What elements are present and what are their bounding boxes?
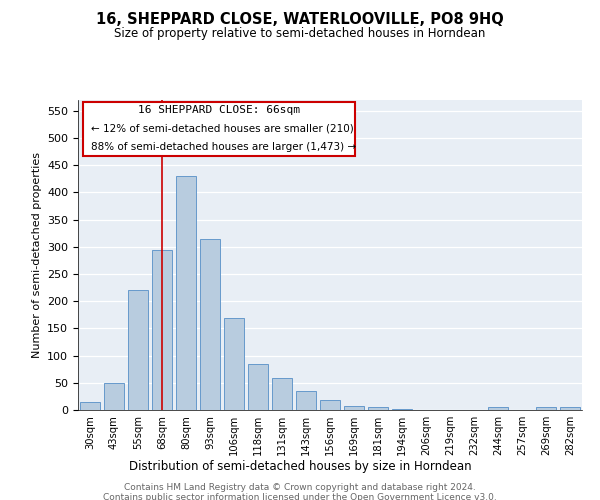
Bar bbox=[368, 406, 388, 410]
Bar bbox=[104, 383, 124, 410]
Bar bbox=[200, 238, 220, 410]
Text: 16 SHEPPARD CLOSE: 66sqm: 16 SHEPPARD CLOSE: 66sqm bbox=[138, 106, 300, 116]
Text: ← 12% of semi-detached houses are smaller (210): ← 12% of semi-detached houses are smalle… bbox=[91, 124, 353, 134]
Bar bbox=[224, 318, 244, 410]
Text: 16, SHEPPARD CLOSE, WATERLOOVILLE, PO8 9HQ: 16, SHEPPARD CLOSE, WATERLOOVILLE, PO8 9… bbox=[96, 12, 504, 28]
Bar bbox=[344, 406, 364, 410]
Text: Contains public sector information licensed under the Open Government Licence v3: Contains public sector information licen… bbox=[103, 492, 497, 500]
Text: Distribution of semi-detached houses by size in Horndean: Distribution of semi-detached houses by … bbox=[128, 460, 472, 473]
Bar bbox=[128, 290, 148, 410]
Y-axis label: Number of semi-detached properties: Number of semi-detached properties bbox=[32, 152, 41, 358]
Bar bbox=[320, 400, 340, 410]
Bar bbox=[80, 402, 100, 410]
Bar bbox=[272, 378, 292, 410]
Bar bbox=[176, 176, 196, 410]
Bar bbox=[248, 364, 268, 410]
Bar bbox=[152, 250, 172, 410]
Text: Contains HM Land Registry data © Crown copyright and database right 2024.: Contains HM Land Registry data © Crown c… bbox=[124, 482, 476, 492]
Bar bbox=[296, 391, 316, 410]
Text: 88% of semi-detached houses are larger (1,473) →: 88% of semi-detached houses are larger (… bbox=[91, 142, 356, 152]
Bar bbox=[536, 408, 556, 410]
Bar bbox=[488, 408, 508, 410]
Bar bbox=[560, 408, 580, 410]
FancyBboxPatch shape bbox=[83, 102, 355, 156]
Text: Size of property relative to semi-detached houses in Horndean: Size of property relative to semi-detach… bbox=[115, 28, 485, 40]
